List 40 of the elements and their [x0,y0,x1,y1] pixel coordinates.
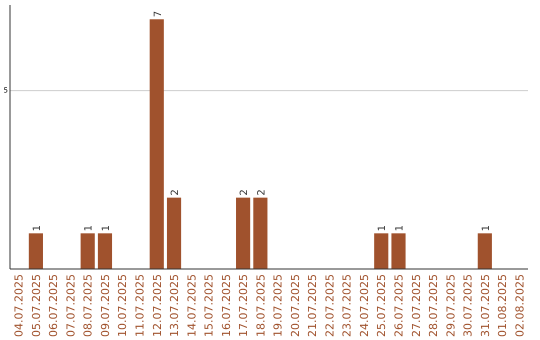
x-tick-label: 19.07.2025 [272,274,285,337]
x-tick-label: 23.07.2025 [340,274,354,337]
x-tick-label: 06.07.2025 [47,274,60,337]
x-tick-label: 07.07.2025 [64,274,78,337]
data-label: 7 [152,10,164,18]
data-label: 1 [100,224,112,232]
x-tick-label: 30.07.2025 [462,274,475,337]
x-tick-label: 10.07.2025 [116,274,130,337]
x-tick-label: 28.07.2025 [427,274,440,337]
data-label: 2 [256,189,268,196]
x-tick-label: 27.07.2025 [410,274,423,337]
x-tick-label: 05.07.2025 [30,274,43,337]
data-label: 1 [377,224,388,232]
data-label: 2 [170,189,182,196]
x-tick-label: 20.07.2025 [288,274,302,337]
x-tick-label: 31.07.2025 [478,274,492,337]
x-tick-label: 01.08.2025 [496,274,510,337]
data-label: 2 [239,189,250,196]
x-tick-label: 16.07.2025 [220,274,233,337]
x-tick-label: 02.08.2025 [513,274,526,337]
x-tick-label: 04.07.2025 [12,274,26,337]
data-label: 1 [394,224,406,232]
x-tick-label: 24.07.2025 [358,274,371,337]
x-tick-label: 11.07.2025 [134,274,146,337]
x-tick-label: 13.07.2025 [168,274,182,337]
x-tick-label: 18.07.2025 [254,274,268,337]
x-tick-label: 14.07.2025 [185,274,198,337]
x-tick-label: 22.07.2025 [323,274,336,337]
x-tick-label: 21.07.2025 [306,274,320,337]
x-tick-label: 12.07.2025 [150,274,164,337]
x-tick-label: 25.07.2025 [375,274,388,337]
x-tick-label: 08.07.2025 [82,274,95,337]
x-tick-label: 26.07.2025 [392,274,406,337]
data-label: 1 [32,224,43,232]
data-label: 1 [84,224,95,232]
x-tick-label: 29.07.2025 [444,274,458,337]
data-label: 1 [480,224,492,232]
x-tick-label: 15.07.2025 [202,274,216,337]
x-tick-label: 09.07.2025 [98,274,112,337]
x-tick-label: 17.07.2025 [237,274,250,337]
